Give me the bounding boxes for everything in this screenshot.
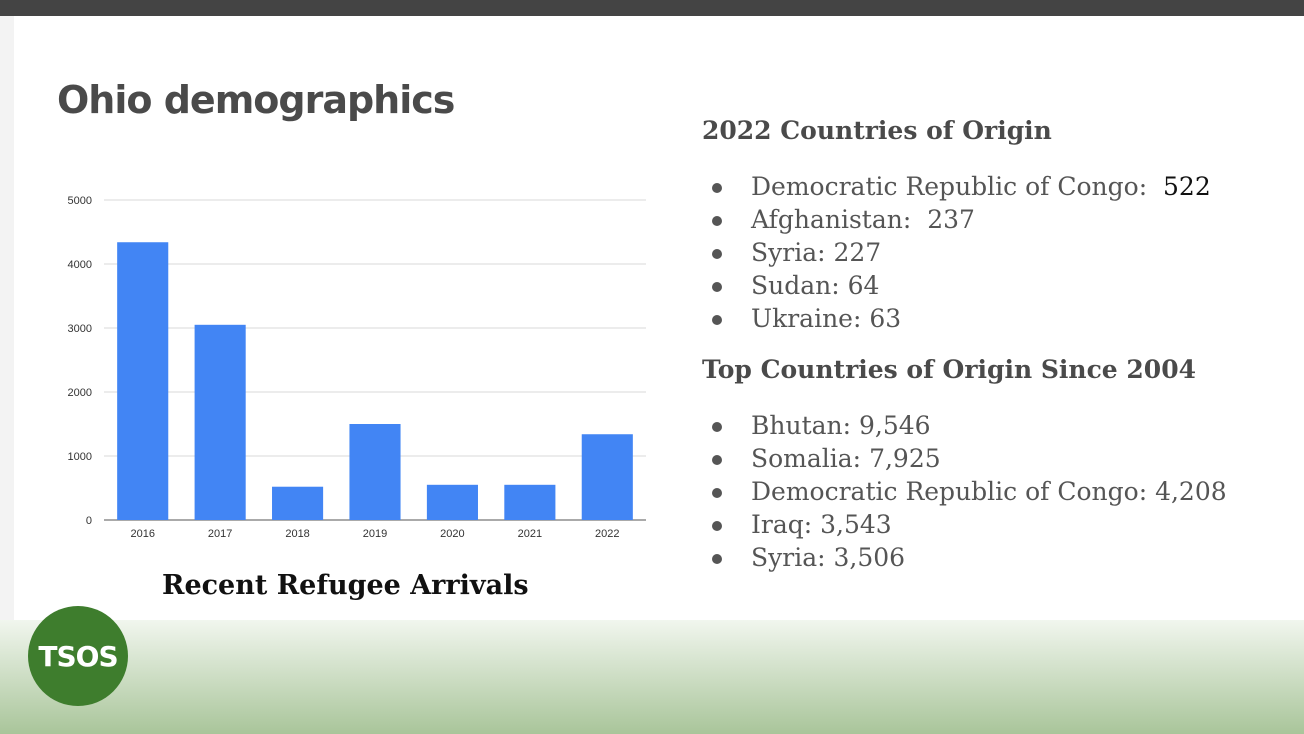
top-bar (0, 0, 1304, 16)
y-tick-label: 0 (86, 515, 92, 527)
list-item: Ukraine: 63 (710, 302, 1211, 335)
x-tick-label: 2017 (208, 528, 232, 540)
footer-gradient-band (0, 620, 1304, 734)
slide-title: Ohio demographics (57, 78, 455, 122)
countries-since-2004-heading: Top Countries of Origin Since 2004 (702, 355, 1196, 384)
bullet-icon (712, 488, 722, 498)
bar (504, 484, 556, 520)
y-tick-label: 1000 (68, 451, 92, 463)
list-item: Iraq: 3,543 (710, 508, 1227, 541)
countries-2022-list: Democratic Republic of Congo: 522 Afghan… (710, 170, 1211, 335)
tsos-logo: TSOS (28, 606, 128, 706)
slide-left-edge (0, 16, 14, 626)
bar (349, 424, 401, 520)
y-tick-label: 2000 (68, 387, 92, 399)
bar (117, 242, 169, 521)
bullet-icon (712, 455, 722, 465)
list-item: Democratic Republic of Congo: 522 (710, 170, 1211, 203)
y-tick-label: 4000 (68, 259, 92, 271)
bullet-icon (712, 282, 722, 292)
list-item: Democratic Republic of Congo: 4,208 (710, 475, 1227, 508)
bar (272, 486, 324, 520)
bullet-icon (712, 216, 722, 226)
bullet-icon (712, 554, 722, 564)
bullet-icon (712, 315, 722, 325)
list-item: Somalia: 7,925 (710, 442, 1227, 475)
x-tick-label: 2016 (130, 528, 154, 540)
refugee-arrivals-bar-chart: 0 1000 2000 3000 4000 5000 2016 2017 2018 2019 202… (68, 195, 646, 540)
bar (581, 434, 633, 520)
bullet-icon (712, 249, 722, 259)
list-item: Syria: 227 (710, 236, 1211, 269)
bullet-icon (712, 521, 722, 531)
list-item: Syria: 3,506 (710, 541, 1227, 574)
x-tick-label: 2021 (518, 528, 542, 540)
y-tick-label: 5000 (68, 195, 92, 207)
bar (426, 484, 478, 520)
countries-since-2004-list: Bhutan: 9,546 Somalia: 7,925 Democratic … (710, 409, 1227, 574)
countries-2022-heading: 2022 Countries of Origin (702, 116, 1052, 145)
chart-caption: Recent Refugee Arrivals (162, 570, 529, 601)
list-item: Bhutan: 9,546 (710, 409, 1227, 442)
bar (194, 324, 246, 520)
list-item: Afghanistan: 237 (710, 203, 1211, 236)
x-tick-label: 2022 (595, 528, 619, 540)
x-tick-label: 2018 (285, 528, 309, 540)
bullet-icon (712, 422, 722, 432)
x-tick-label: 2020 (440, 528, 464, 540)
bullet-icon (712, 183, 722, 193)
y-tick-label: 3000 (68, 323, 92, 335)
list-item: Sudan: 64 (710, 269, 1211, 302)
x-tick-label: 2019 (363, 528, 387, 540)
